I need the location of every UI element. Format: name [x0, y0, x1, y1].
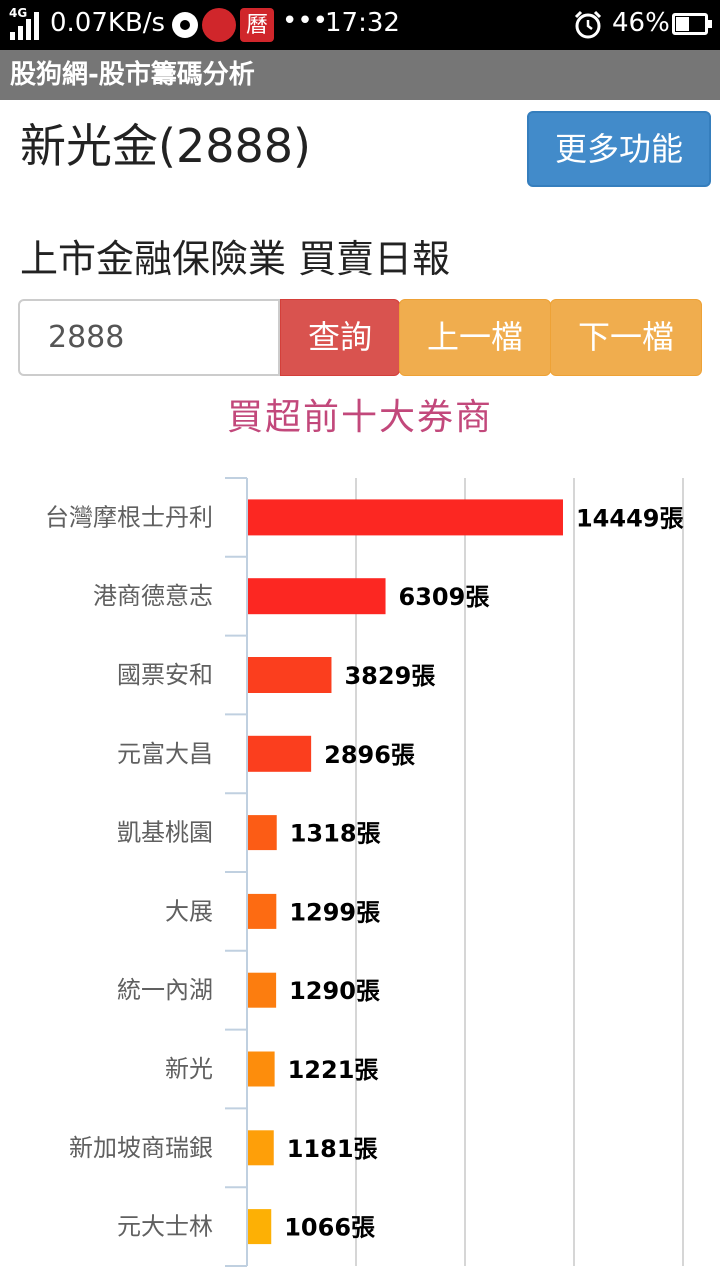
- chart-title: 買超前十大券商: [226, 397, 493, 438]
- value-label: 1066張: [284, 1214, 376, 1242]
- value-label: 3829張: [344, 662, 436, 690]
- bar: [248, 735, 312, 772]
- category-label: 元大士林: [117, 1213, 213, 1241]
- value-label: 1290張: [289, 977, 381, 1005]
- bar: [248, 1209, 272, 1245]
- network-type: 4G: [9, 6, 28, 20]
- stock-code-input[interactable]: 2888: [18, 299, 280, 376]
- more-features-button[interactable]: 更多功能: [527, 111, 711, 187]
- category-label: 新光: [165, 1055, 213, 1083]
- value-label: 1221張: [288, 1056, 380, 1084]
- category-label: 凱基桃園: [117, 819, 213, 847]
- value-label: 14449張: [576, 504, 684, 532]
- previous-stock-button[interactable]: 上一檔: [399, 299, 551, 376]
- bar: [248, 1051, 275, 1087]
- next-stock-button[interactable]: 下一檔: [550, 299, 702, 376]
- category-label: 台灣摩根士丹利: [45, 503, 213, 531]
- bar: [248, 657, 332, 693]
- value-label: 1299張: [289, 898, 381, 926]
- query-button[interactable]: 查詢: [280, 299, 400, 376]
- value-label: 1318張: [290, 820, 382, 848]
- bar: [248, 499, 563, 536]
- alarm-icon: [574, 10, 602, 39]
- bar: [248, 1130, 274, 1166]
- app-title-bar: 股狗網-股市籌碼分析: [0, 50, 720, 100]
- network-speed: 0.07KB/s: [50, 8, 166, 38]
- report-title: 上市金融保險業 買賣日報: [20, 237, 451, 281]
- calendar-app-icon: 曆: [240, 8, 274, 42]
- category-label: 新加坡商瑞銀: [69, 1134, 213, 1162]
- status-bar: 4G 0.07KB/s 曆 ••• 17:32 46%: [0, 0, 720, 50]
- bar: [248, 815, 277, 851]
- category-label: 國票安和: [117, 661, 213, 689]
- notification-app-icon: [202, 8, 236, 42]
- battery-percent: 46%: [612, 8, 670, 38]
- battery-icon: [672, 13, 712, 35]
- bar: [248, 972, 277, 1008]
- value-label: 6309張: [399, 583, 491, 611]
- clock: 17:32: [325, 8, 400, 38]
- category-label: 元富大昌: [117, 740, 213, 768]
- record-icon: [172, 12, 198, 38]
- bar: [248, 893, 277, 929]
- more-notifications-icon: •••: [282, 6, 329, 36]
- broker-bar-chart: 台灣摩根士丹利 14449張港商德意志 6309張國票安和 3829張元富大昌 2896…: [0, 460, 720, 1280]
- category-label: 港商德意志: [93, 582, 213, 610]
- category-label: 統一內湖: [117, 976, 213, 1004]
- signal-icon: [10, 12, 39, 40]
- bar: [248, 578, 386, 615]
- value-label: 2896張: [324, 741, 416, 769]
- category-label: 大展: [165, 897, 213, 925]
- stock-title: 新光金(2888): [20, 119, 311, 173]
- value-label: 1181張: [287, 1135, 379, 1163]
